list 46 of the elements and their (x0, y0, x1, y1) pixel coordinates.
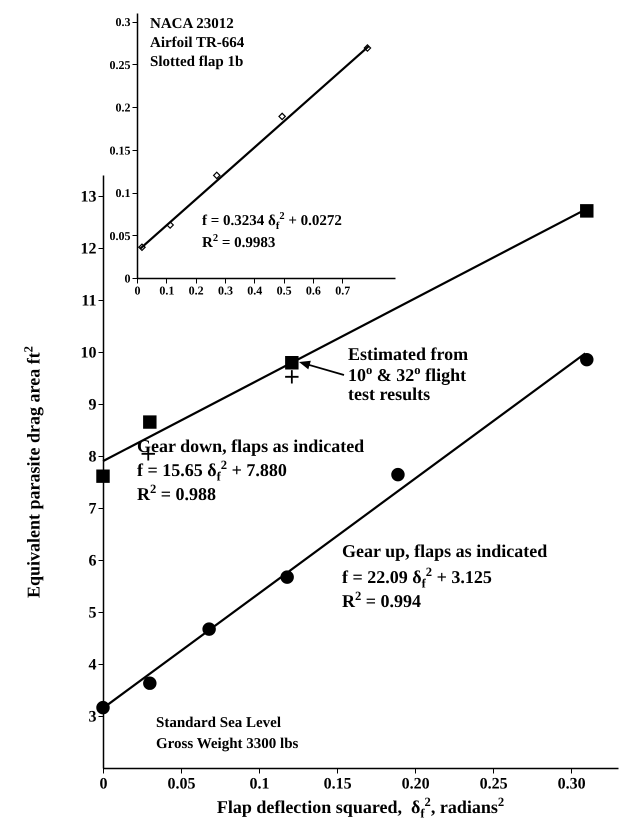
annotation: f = 22.09 δ$_{f}$$^{2}$ + 3.125 (342, 565, 492, 591)
y-tick-label: 0 (124, 272, 130, 286)
y-tick-label: 0.3 (116, 15, 130, 30)
y-tick-label: 11 (81, 292, 96, 310)
y-tick-label: 0.2 (116, 100, 130, 115)
x-tick-label: 0.1 (250, 776, 270, 792)
y-tick-label: 5 (88, 604, 96, 622)
x-tick-label: 0.1 (159, 284, 174, 298)
y-tick-label: 0.15 (110, 143, 130, 158)
annotation: Slotted flap 1b (150, 54, 244, 71)
annotation: R$^{2}$ = 0.994 (342, 589, 422, 611)
x-tick-label: 0.20 (402, 776, 430, 792)
annotation: Airfoil TR-664 (150, 35, 244, 52)
x-axis-title: Flap deflection squared, δ$_{f}$$^{2}$, radians$^{2}$ (216, 795, 504, 821)
x-tick-label: 0.5 (276, 284, 292, 298)
annotation: R$^{2}$ = 0.988 (137, 482, 216, 504)
annotation: Standard Sea Level (156, 715, 282, 732)
y-tick-label: 13 (80, 188, 96, 206)
x-tick-label: 0.3 (218, 284, 233, 298)
x-tick-label: 0.2 (188, 284, 204, 298)
annotation: R$^{2}$ = 0.9983 (202, 233, 276, 252)
y-tick-label: 4 (88, 656, 96, 674)
x-tick-label: 0.4 (247, 284, 262, 298)
x-tick-label: 0 (134, 284, 140, 298)
annotation: f = 0.3234 δ$_{f}$$^{2}$ + 0.0272 (202, 211, 342, 232)
y-tick-label: 0.25 (110, 58, 130, 72)
y-tick-label: 9 (88, 396, 96, 414)
y-tick-label: 3 (88, 708, 96, 726)
y-tick-label: 10 (80, 344, 96, 362)
x-tick-label: 0.15 (324, 776, 352, 792)
x-tick-label: 0.7 (335, 284, 350, 298)
annotation: Gross Weight 3300 lbs (156, 736, 298, 753)
x-tick-label: 0.30 (558, 776, 586, 792)
y-tick-label: 8 (88, 448, 96, 466)
x-tick-label: 0.6 (306, 284, 321, 298)
annotation: Gear up, flaps as indicated (342, 541, 548, 561)
y-tick-label: 12 (80, 240, 96, 258)
y-tick-label: 0.1 (116, 186, 130, 200)
x-tick-label: 0.25 (480, 776, 508, 792)
y-tick-label: 0.05 (110, 228, 130, 243)
x-tick-label: 0.05 (168, 776, 196, 792)
annotation: NACA 23012 (150, 16, 234, 33)
y-tick-label: 6 (88, 552, 96, 570)
y-tick-label: 7 (88, 500, 96, 518)
annotation: f = 15.65 δ$_{f}$$^{2}$ + 7.880 (137, 458, 287, 484)
annotation: Estimated from 10$^{o}$ & 32$^{o}$ flight test results (348, 344, 468, 404)
